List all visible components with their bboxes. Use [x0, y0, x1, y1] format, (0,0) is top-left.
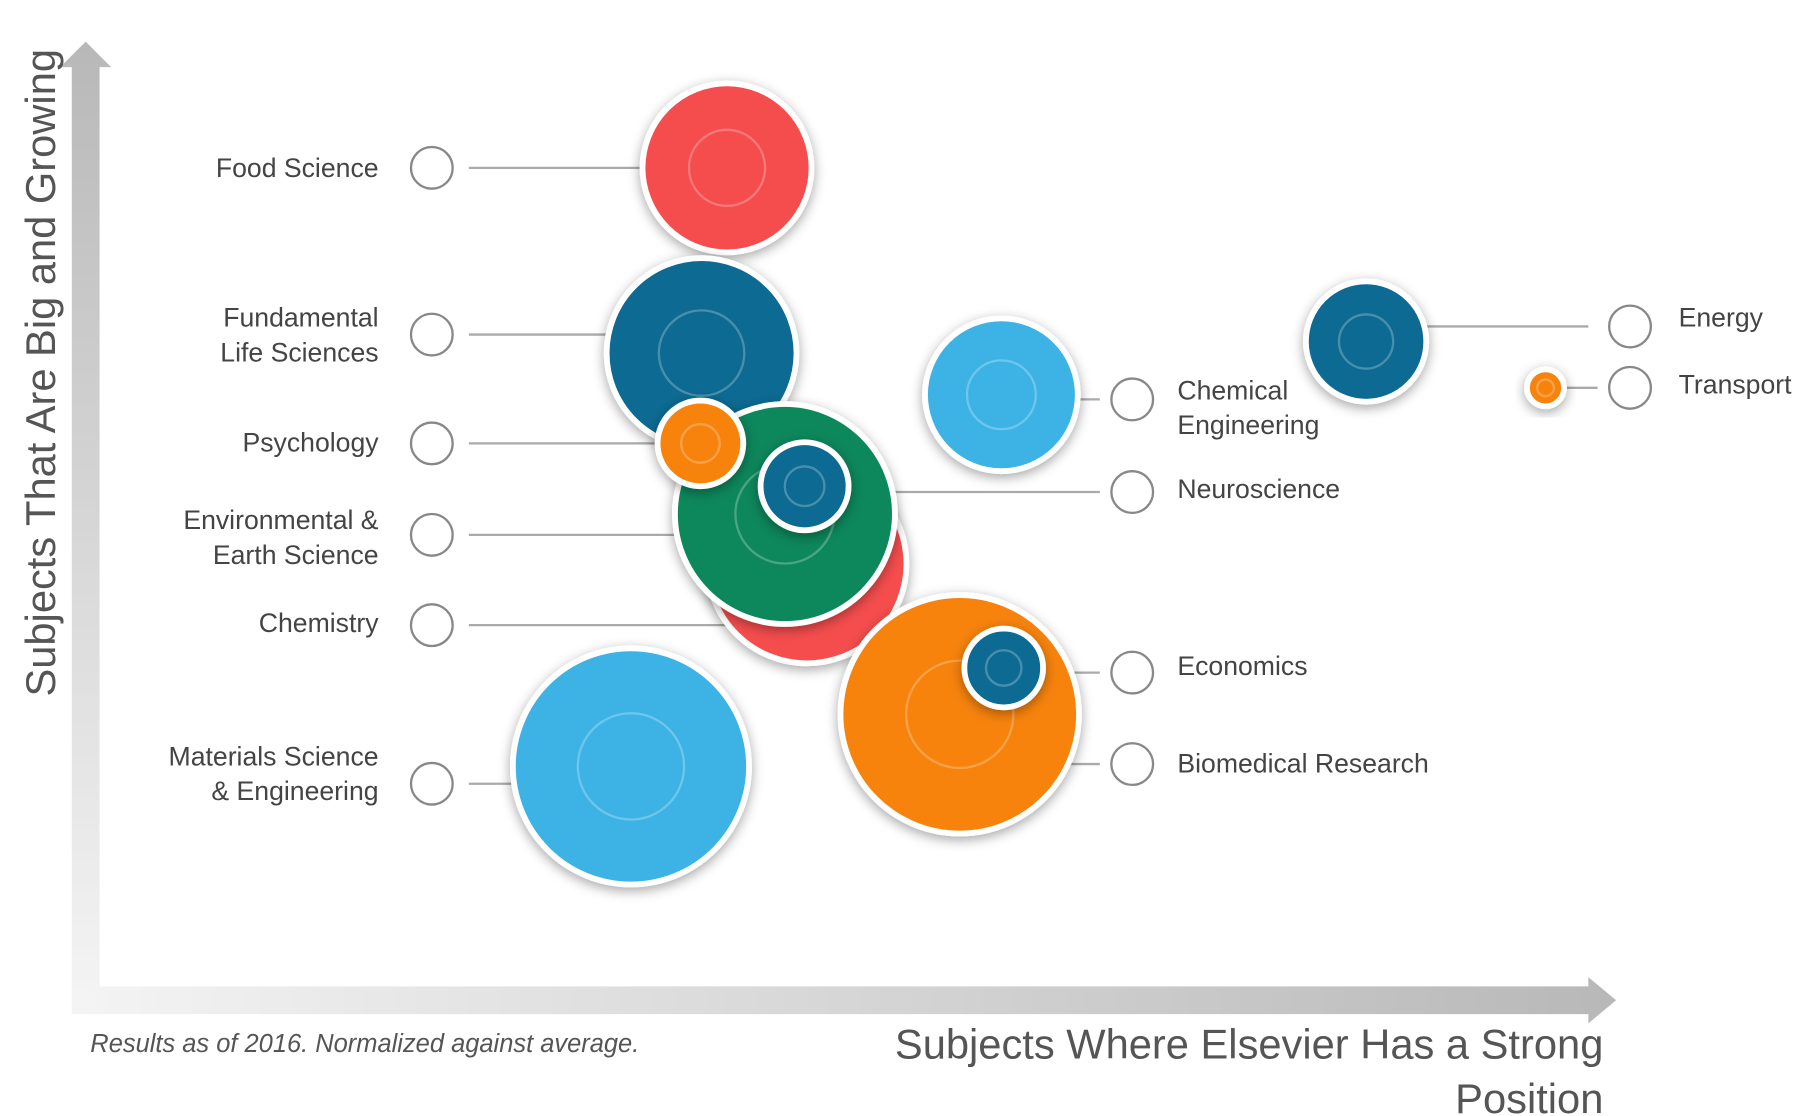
bubble — [961, 625, 1046, 711]
label-icon — [1608, 365, 1653, 410]
x-axis-label: Position — [1455, 1075, 1603, 1116]
node-label: Environmental & — [183, 505, 378, 535]
node-label: Biomedical Research — [1177, 748, 1428, 778]
label-icon — [1608, 304, 1653, 349]
label-icon — [1110, 742, 1155, 787]
label-icon — [409, 512, 454, 557]
node-label: Psychology — [242, 428, 379, 458]
node-label: Engineering — [1177, 410, 1319, 440]
bubble-icon — [1536, 378, 1556, 398]
bubble-icon — [965, 359, 1037, 431]
bubbles — [509, 80, 1567, 888]
x-axis-arrow — [71, 977, 1617, 1024]
bubble — [654, 397, 747, 490]
bubble-icon — [687, 128, 767, 208]
label-icon — [409, 603, 454, 648]
node-label: Materials Science — [169, 741, 379, 771]
bubble-icon — [984, 649, 1023, 687]
node-label: Neuroscience — [1177, 474, 1340, 504]
label-icon — [1110, 377, 1155, 422]
node-label: Chemistry — [259, 608, 379, 638]
nodes: Food Science Fundamental Life Sciences Mate… — [169, 80, 1792, 888]
label-icon — [409, 312, 454, 357]
bubble-icon — [904, 659, 1015, 770]
node-label: Transport — [1679, 370, 1792, 400]
labels: Food Science Fundamental Life Sciences Mate… — [169, 145, 1792, 806]
bubble-icon — [1337, 313, 1395, 370]
bubble-icon — [679, 422, 721, 464]
y-axis-arrow — [60, 41, 112, 1001]
bubble — [639, 80, 815, 256]
node-label: Energy — [1679, 303, 1764, 333]
x-axis-label: Subjects Where Elsevier Has a Strong — [895, 1021, 1603, 1068]
node-label: Food Science — [216, 153, 379, 183]
label-icon — [409, 421, 454, 466]
bubble-icon — [783, 465, 826, 508]
bubble — [1524, 366, 1567, 410]
node-label: Chemical — [1177, 375, 1288, 405]
node-label: Earth Science — [213, 540, 379, 570]
bubble — [922, 315, 1081, 475]
note: Results as of 2016. Normalized against a… — [90, 1030, 639, 1058]
axes: Subjects That Are Big and Growing Subjec… — [17, 41, 1617, 1116]
label-icon — [1110, 650, 1155, 695]
label-icon — [409, 761, 454, 806]
bubble-icon — [576, 712, 686, 821]
node-label: Life Sciences — [220, 337, 378, 367]
label-icon — [1110, 470, 1155, 515]
node-label: Economics — [1177, 651, 1307, 681]
bubble-icon — [657, 309, 746, 397]
y-axis-label: Subjects That Are Big and Growing — [17, 49, 64, 697]
bubble — [837, 592, 1082, 837]
label-icon — [409, 145, 454, 190]
node-label: & Engineering — [211, 776, 378, 806]
bubble — [1302, 278, 1430, 405]
bubble — [509, 645, 752, 888]
node-label: Fundamental — [223, 303, 378, 333]
bubble — [757, 439, 852, 534]
